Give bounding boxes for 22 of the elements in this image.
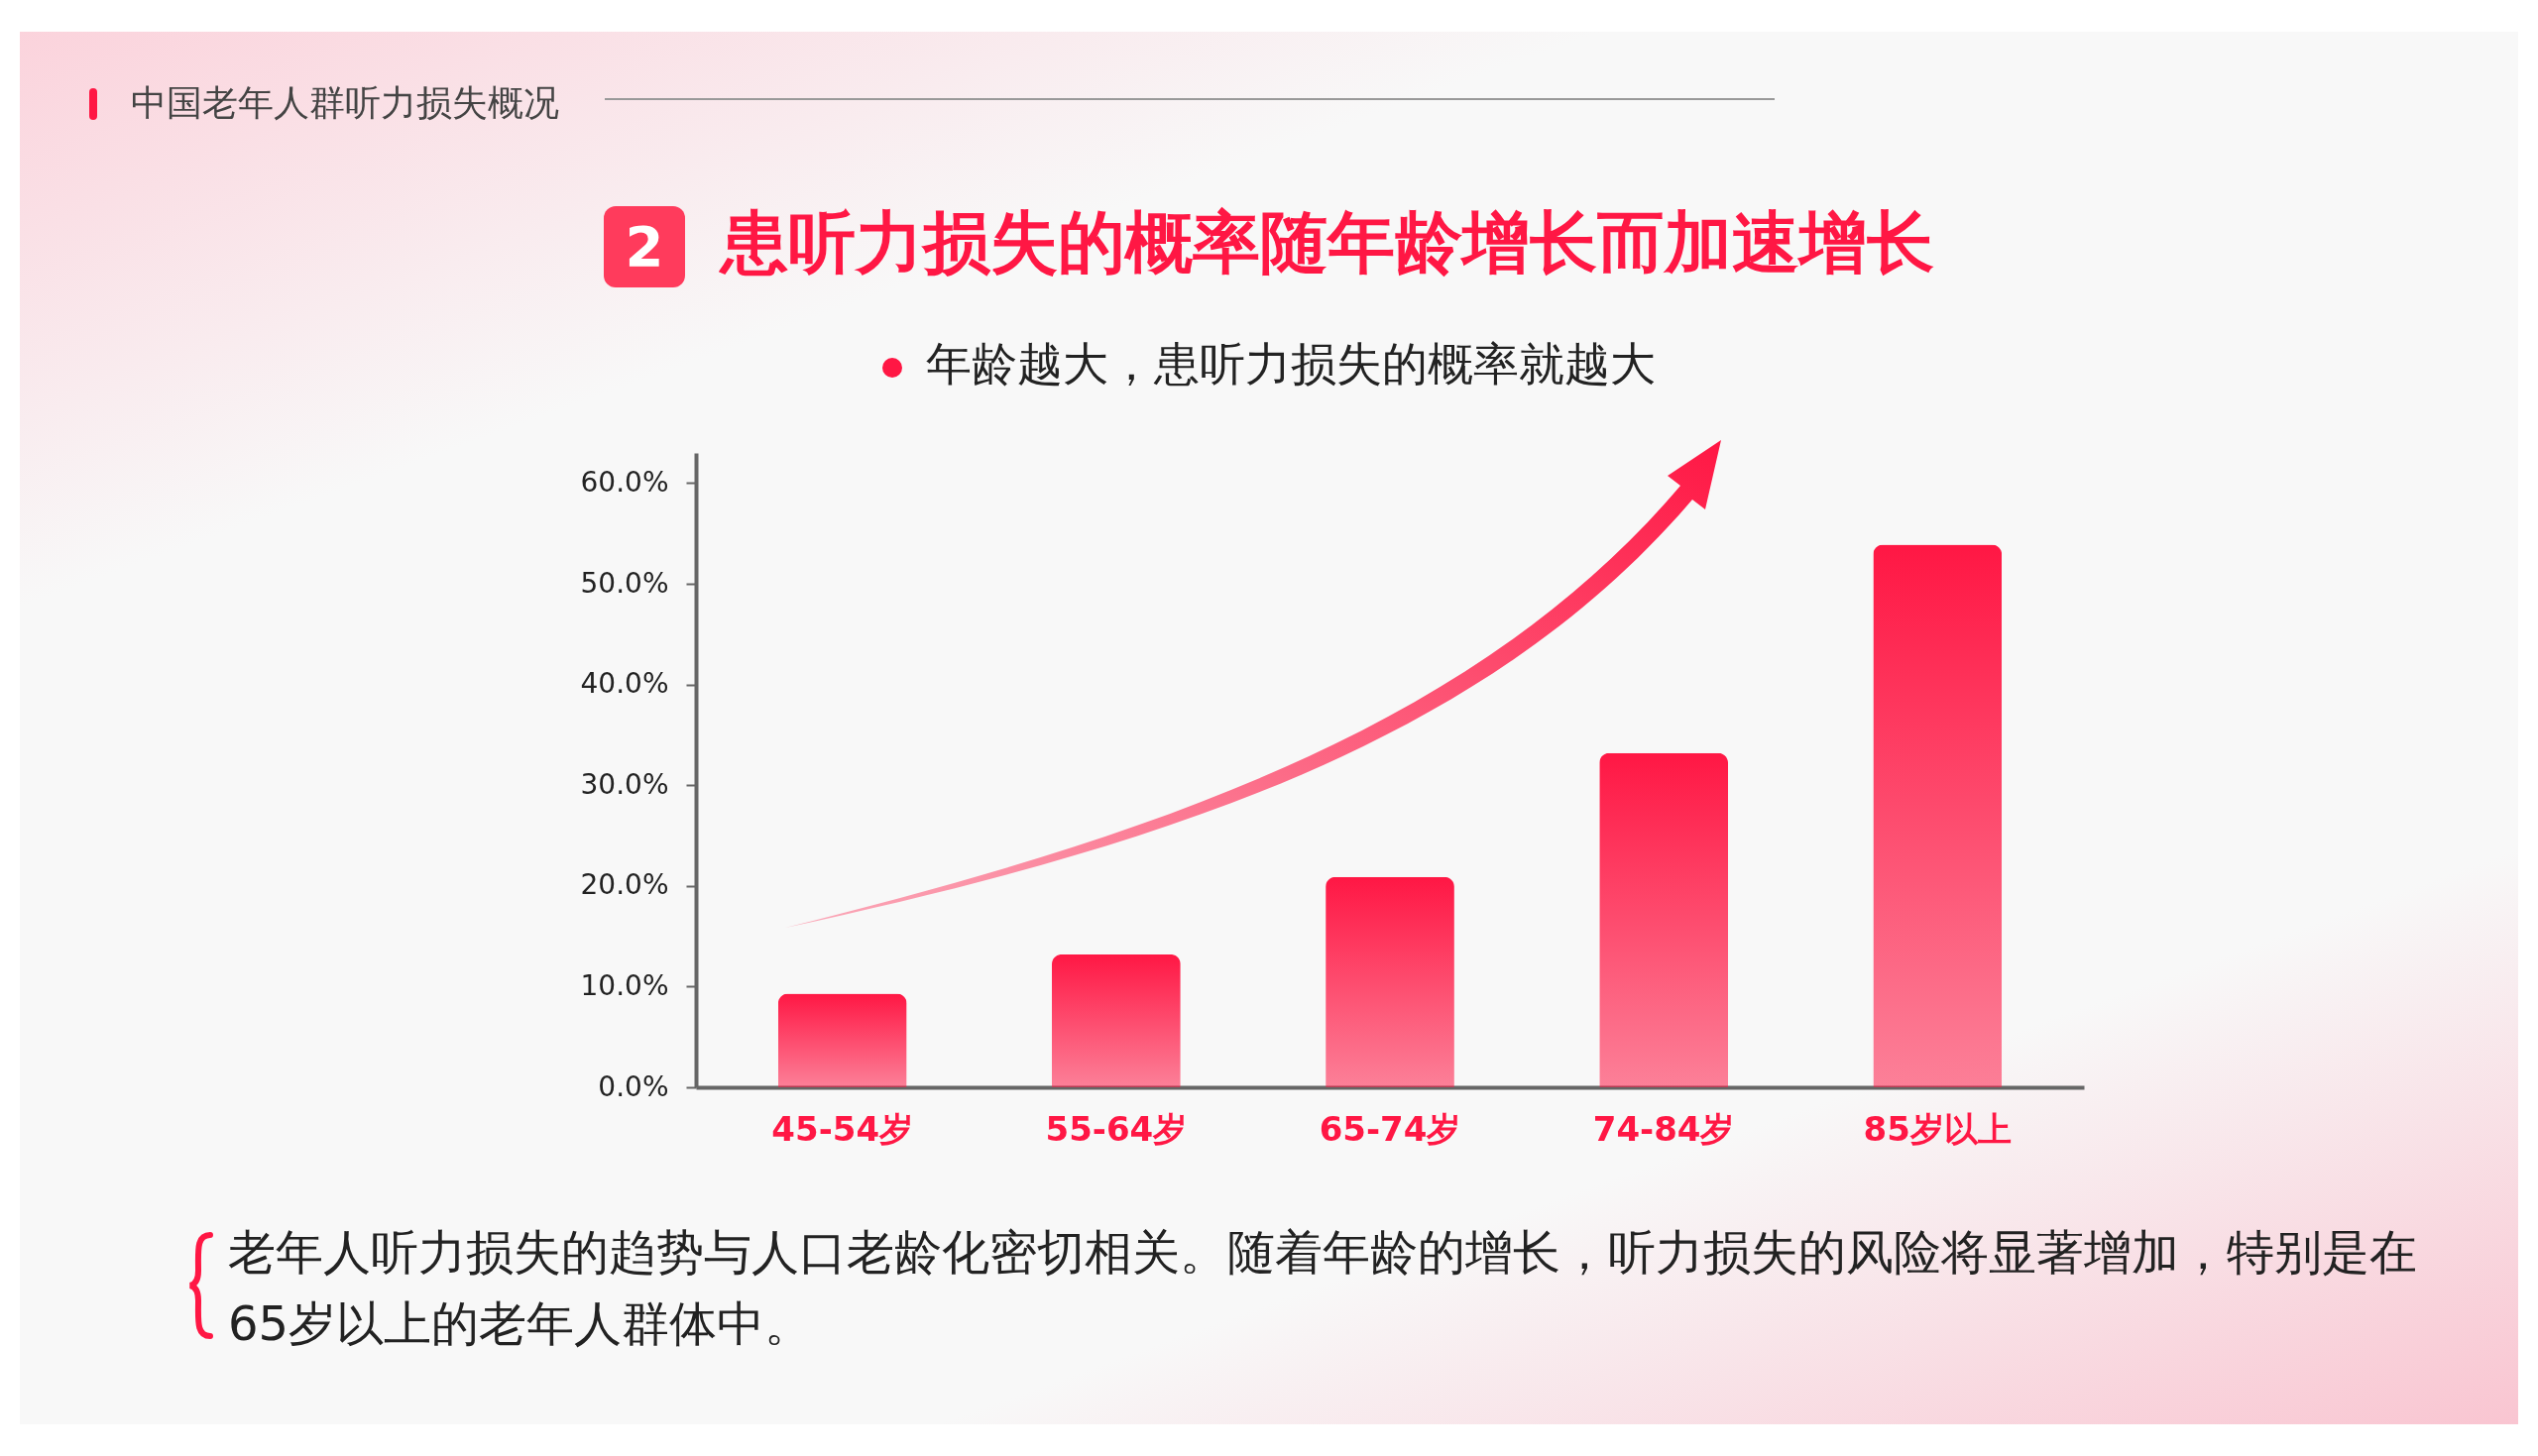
y-tick-label: 50.0%: [580, 566, 669, 600]
bar: [1051, 953, 1181, 1087]
bar: [1873, 544, 2003, 1087]
x-tick-label: 55-64岁: [1045, 1108, 1188, 1149]
text: 中国老年人群听力损失概况: [131, 81, 559, 125]
x-tick-label: 85岁以上: [1863, 1108, 2012, 1149]
text: 2: [604, 206, 685, 288]
bar: [777, 993, 907, 1087]
x-tick-label: 74-84岁: [1592, 1108, 1735, 1149]
x-tick-label: 45-54岁: [771, 1108, 914, 1149]
y-tick-label: 0.0%: [598, 1069, 669, 1103]
x-tick-label: 65-74岁: [1319, 1108, 1461, 1149]
y-tick-label: 60.0%: [580, 465, 669, 499]
y-tick-label: 40.0%: [580, 667, 669, 701]
y-tick-label: 20.0%: [580, 868, 669, 902]
chart-title: 患听力损失的概率随年龄增长而加速增长: [721, 203, 1934, 281]
y-tick-label: 10.0%: [580, 968, 669, 1002]
chart-subtitle: 年龄越大，患听力损失的概率就越大: [926, 337, 1656, 391]
bar: [1599, 752, 1729, 1087]
y-tick-label: 30.0%: [580, 767, 669, 801]
text: 老年人听力损失的趋势与人口老龄化密切相关。随着年龄的增长，听力损失的风险将显著增加，特别是在65岁以上的老年人群体中。: [228, 1223, 2418, 1353]
bar: [1326, 876, 1454, 1087]
